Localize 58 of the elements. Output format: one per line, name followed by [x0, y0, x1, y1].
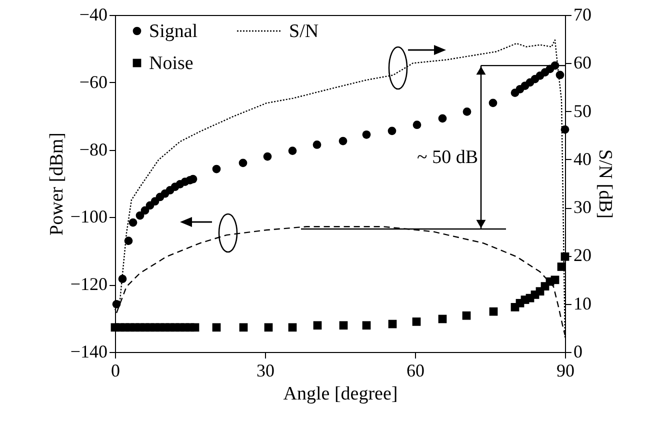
y-tick-label: −120	[70, 274, 108, 294]
annotation: ~ 50 dB	[417, 147, 478, 168]
x-axis-title: Angle [degree]	[283, 384, 398, 404]
point	[239, 323, 248, 332]
y2-axis-title: S/N [dB]	[594, 149, 616, 219]
point	[438, 114, 447, 123]
point	[362, 130, 371, 139]
y2-tick-label: 0	[574, 342, 582, 362]
x-tick-label: 60	[406, 360, 424, 380]
y2-tick-label: 70	[574, 4, 592, 24]
x-tick-label: 30	[256, 360, 274, 380]
point	[557, 262, 566, 271]
point	[136, 211, 144, 220]
point	[212, 323, 221, 332]
point	[124, 236, 133, 245]
y-tick-label: −40	[79, 4, 108, 24]
point	[313, 321, 322, 330]
point	[140, 206, 150, 215]
y-tick-label: −100	[70, 206, 108, 227]
y-axis-title: Power [dBm]	[46, 132, 68, 236]
legend-label: Noise	[149, 53, 194, 74]
point	[412, 317, 421, 326]
y2-tick-label: 30	[574, 197, 592, 218]
y2-tick-label: 20	[574, 245, 592, 266]
y2-tick-label: 60	[574, 52, 592, 73]
point	[412, 120, 422, 130]
point	[362, 321, 371, 330]
x-tick-label: 90	[556, 360, 574, 380]
point	[388, 320, 397, 328]
y2-tick-label: 40	[574, 148, 592, 169]
point	[560, 125, 570, 134]
y2-tick-label: 10	[574, 293, 592, 314]
point	[462, 311, 471, 320]
legend-label: S/N	[289, 21, 319, 42]
point	[288, 146, 297, 155]
point	[190, 323, 200, 332]
point	[312, 140, 322, 149]
point	[188, 174, 198, 184]
point	[339, 321, 348, 330]
y2-tick-label: 50	[574, 100, 592, 121]
point	[128, 218, 138, 227]
point	[263, 152, 272, 161]
point	[462, 108, 472, 116]
point	[288, 323, 297, 332]
point	[489, 307, 498, 316]
point	[338, 136, 348, 146]
y-tick-label: −60	[79, 72, 108, 92]
point	[550, 276, 560, 284]
point	[212, 164, 221, 174]
y-tick-label: −80	[79, 139, 108, 160]
point	[264, 323, 273, 332]
x-tick-label: 0	[111, 360, 120, 380]
point	[388, 126, 396, 136]
point	[488, 98, 498, 108]
legend-label: Signal	[149, 21, 198, 42]
y-tick-label: −140	[70, 342, 108, 362]
point	[438, 314, 447, 324]
point	[238, 158, 248, 168]
